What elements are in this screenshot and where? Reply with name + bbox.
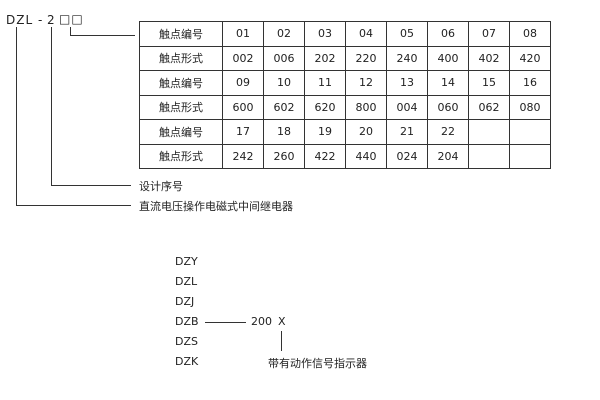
table-cell: 800 — [345, 94, 387, 120]
table-cell: 062 — [468, 94, 510, 120]
table-cell: 004 — [386, 94, 428, 120]
series-item: DZY — [175, 255, 198, 268]
table-cell: 420 — [509, 45, 551, 71]
series-item: DZK — [175, 355, 199, 368]
leader-line — [70, 35, 135, 36]
row-label: 触点形式 — [139, 143, 223, 169]
table-cell: 002 — [222, 45, 264, 71]
table-cell: 440 — [345, 143, 387, 169]
table-cell: 10 — [263, 70, 305, 96]
table-cell: 600 — [222, 94, 264, 120]
table-row: 触点编号 01 02 03 04 05 06 07 08 — [139, 21, 551, 47]
table-cell: 602 — [263, 94, 305, 120]
table-cell: 19 — [304, 119, 346, 145]
table-cell: 260 — [263, 143, 305, 169]
table-cell: 16 — [509, 70, 551, 96]
table-cell: 422 — [304, 143, 346, 169]
series-item: DZJ — [175, 295, 195, 308]
row-label: 触点形式 — [139, 45, 223, 71]
table-cell: 240 — [386, 45, 428, 71]
table-cell: 01 — [222, 21, 264, 47]
table-cell: 06 — [427, 21, 469, 47]
suffix-code: 200 — [251, 315, 272, 328]
table-cell: 14 — [427, 70, 469, 96]
table-cell: 22 — [427, 119, 469, 145]
row-label: 触点编号 — [139, 119, 223, 145]
table-cell: 03 — [304, 21, 346, 47]
model-prefix: DZL — [6, 13, 34, 27]
table-cell: 400 — [427, 45, 469, 71]
table-row: 触点形式 242 260 422 440 024 204 — [139, 143, 551, 169]
leader-line — [51, 27, 52, 186]
table-row: 触点形式 002 006 202 220 240 400 402 420 — [139, 45, 551, 71]
table-cell — [468, 119, 510, 145]
table-cell: 09 — [222, 70, 264, 96]
table-cell: 07 — [468, 21, 510, 47]
table-cell — [509, 143, 551, 169]
suffix-letter: X — [278, 315, 286, 328]
table-cell: 05 — [386, 21, 428, 47]
indicator-label: 带有动作信号指示器 — [268, 357, 367, 370]
table-cell: 18 — [263, 119, 305, 145]
table-cell: 060 — [427, 94, 469, 120]
table-cell: 220 — [345, 45, 387, 71]
table-cell: 242 — [222, 143, 264, 169]
table-cell: 17 — [222, 119, 264, 145]
leader-line — [16, 27, 17, 206]
table-cell: 620 — [304, 94, 346, 120]
table-cell: 11 — [304, 70, 346, 96]
connector-line — [205, 322, 246, 323]
contact-table: 触点编号 01 02 03 04 05 06 07 08 触点形式 002 006 202 220 240 4… — [139, 21, 551, 169]
row-label: 触点形式 — [139, 94, 223, 120]
table-cell: 024 — [386, 143, 428, 169]
table-cell: 08 — [509, 21, 551, 47]
table-cell — [468, 143, 510, 169]
leader-line — [16, 205, 131, 206]
table-cell: 13 — [386, 70, 428, 96]
row-label: 触点编号 — [139, 21, 223, 47]
series-item: DZL — [175, 275, 198, 288]
leader-line — [51, 185, 131, 186]
connector-line — [281, 331, 282, 351]
series-item: DZB — [175, 315, 199, 328]
table-row: 触点形式 600 602 620 800 004 060 062 080 — [139, 94, 551, 120]
table-cell: 20 — [345, 119, 387, 145]
table-cell: 204 — [427, 143, 469, 169]
table-cell: 402 — [468, 45, 510, 71]
table-cell: 12 — [345, 70, 387, 96]
relay-type-label: 直流电压操作电磁式中间继电器 — [139, 200, 293, 213]
design-serial-label: 设计序号 — [139, 180, 183, 193]
table-row: 触点编号 09 10 11 12 13 14 15 16 — [139, 70, 551, 96]
table-cell: 04 — [345, 21, 387, 47]
leader-line — [70, 27, 71, 36]
table-cell: 02 — [263, 21, 305, 47]
table-cell: 006 — [263, 45, 305, 71]
table-cell: 080 — [509, 94, 551, 120]
table-row: 触点编号 17 18 19 20 21 22 — [139, 119, 551, 145]
row-label: 触点编号 — [139, 70, 223, 96]
table-cell: 202 — [304, 45, 346, 71]
table-cell: 15 — [468, 70, 510, 96]
model-dash: - — [38, 13, 43, 27]
table-cell — [509, 119, 551, 145]
model-digit: 2 — [47, 13, 55, 27]
table-cell: 21 — [386, 119, 428, 145]
series-item: DZS — [175, 335, 198, 348]
model-boxes: □□ — [59, 12, 84, 26]
